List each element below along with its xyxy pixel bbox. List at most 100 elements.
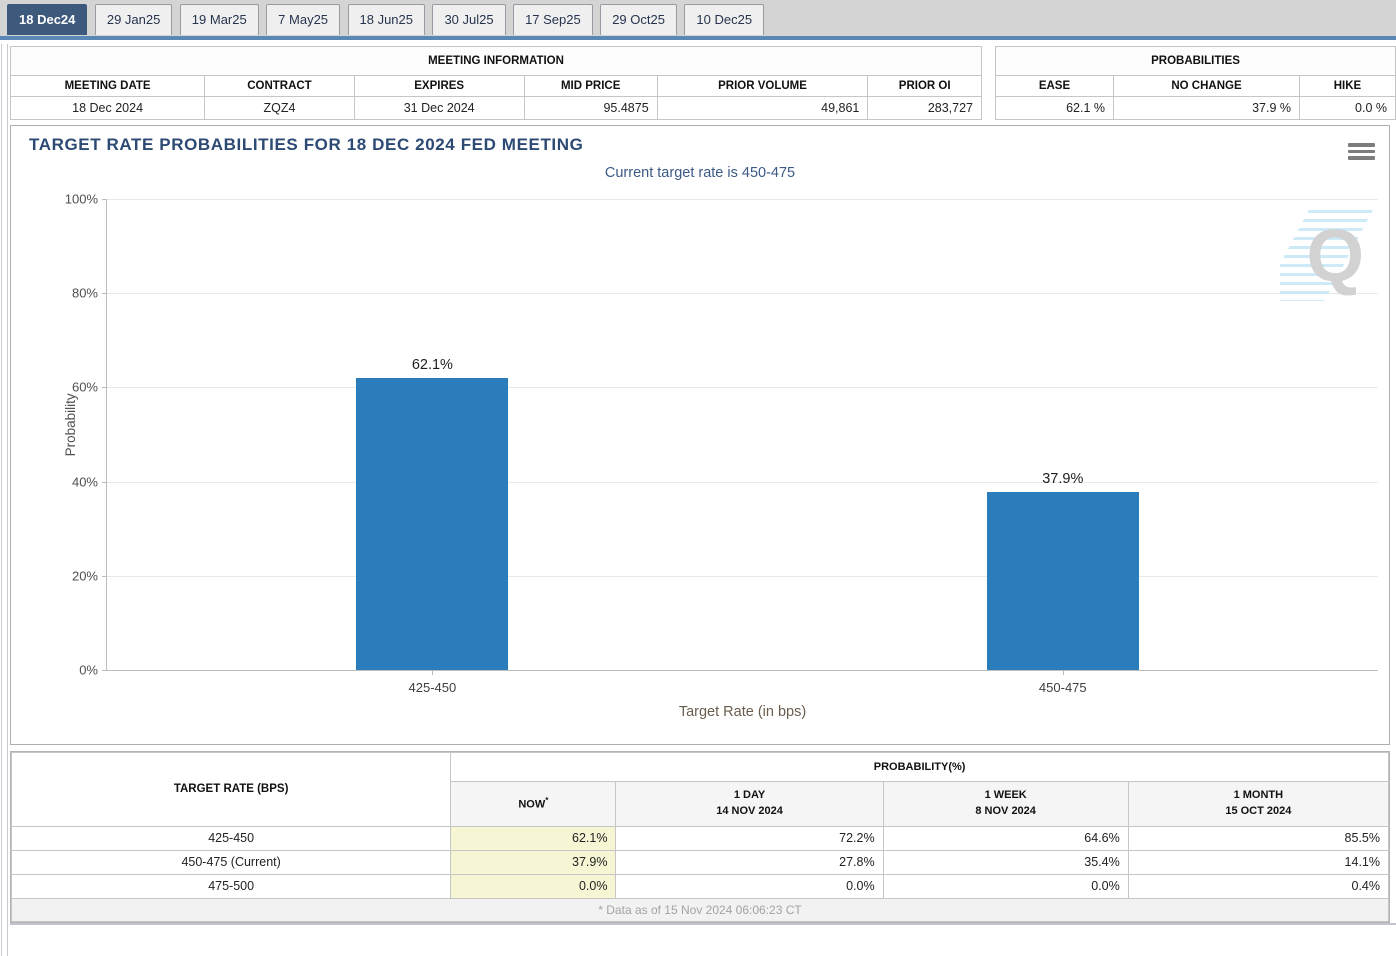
one-day-cell: 72.2% (615, 825, 884, 851)
gridline-60 (107, 387, 1378, 389)
bar-group-425-450: 62.1% (356, 199, 509, 670)
target-rate-bps-header: TARGET RATE (BPS) (10, 752, 452, 827)
now-cell: 0.0% (450, 873, 617, 899)
tab-29-oct25[interactable]: 29 Oct25 (600, 4, 677, 35)
tab-18-jun25[interactable]: 18 Jun25 (347, 4, 425, 35)
mid-price-value: 95.4875 (523, 96, 658, 120)
summary-tables-row: MEETING INFORMATION MEETING DATE CONTRAC… (9, 46, 1396, 120)
tab-19-mar25[interactable]: 19 Mar25 (179, 4, 259, 35)
now-cell: 37.9% (450, 849, 617, 875)
one-month-cell: 0.4% (1127, 873, 1390, 899)
col-mid-price: MID PRICE (523, 75, 658, 97)
ease-value: 62.1 % (995, 96, 1114, 120)
tab-7-may25[interactable]: 7 May25 (266, 4, 341, 35)
tab-10-dec25[interactable]: 10 Dec25 (684, 4, 765, 35)
probability-pct-header: PROBABILITY(%) (450, 752, 1389, 782)
meeting-information-header: MEETING INFORMATION (10, 46, 982, 76)
one-month-cell: 85.5% (1127, 825, 1390, 851)
col-1-month: 1 MONTH 15 OCT 2024 (1127, 781, 1390, 827)
ytick-40: 40% (71, 474, 98, 490)
gridline-80 (107, 293, 1378, 295)
xtickmark (432, 670, 434, 675)
target-rate-cell: 475-500 (10, 873, 452, 899)
one-day-cell: 0.0% (615, 873, 884, 899)
tab-underline (0, 36, 1396, 40)
table-row-450-475-current: 450-475 (Current) 37.9% 27.8% 35.4% 14.1… (10, 849, 1390, 875)
quikstrike-watermark: Q (1280, 205, 1376, 301)
y-axis-label: Probability (63, 392, 79, 456)
bar-group-450-475: 37.9% (986, 199, 1139, 670)
expires-value: 31 Dec 2024 (353, 96, 525, 120)
prior-oi-value: 283,727 (867, 96, 982, 120)
ytick-80: 80% (71, 285, 98, 301)
ytick-60: 60% (71, 379, 98, 395)
probabilities-header: PROBABILITIES (995, 46, 1396, 76)
bar-425-450[interactable] (356, 377, 509, 670)
ytickmark (102, 293, 107, 295)
target-rate-cell: 425-450 (10, 825, 452, 851)
one-day-cell: 27.8% (615, 849, 884, 875)
meeting-date-value: 18 Dec 2024 (9, 96, 206, 120)
gridline-40 (107, 481, 1378, 483)
meeting-information-row: 18 Dec 2024 ZQZ4 31 Dec 2024 95.4875 49,… (9, 96, 982, 120)
prior-volume-value: 49,861 (656, 96, 869, 120)
ytickmark (102, 670, 107, 671)
chart-title: TARGET RATE PROBABILITIES FOR 18 DEC 202… (29, 135, 584, 154)
bar-chart-plot-area: 100% 80% 60% 40% 20% 0% Probability 62.1… (63, 192, 1378, 720)
probabilities-row: 62.1 % 37.9 % 0.0 % (995, 96, 1396, 120)
col-1-day: 1 DAY 14 NOV 2024 (615, 781, 884, 827)
col-no-change: NO CHANGE (1113, 75, 1300, 97)
ytick-0: 0% (79, 662, 98, 678)
gridline-20 (107, 575, 1378, 577)
ytickmark (102, 575, 107, 577)
target-rate-cell: 450-475 (Current) (10, 849, 452, 875)
probability-history-table: TARGET RATE (BPS) PROBABILITY(%) NOW* 1 … (10, 752, 1390, 922)
bar-450-475[interactable] (986, 491, 1139, 670)
xcategory-450-475: 450-475 (1038, 680, 1087, 695)
tab-18-dec24[interactable]: 18 Dec24 (7, 4, 88, 35)
ytickmark (102, 387, 107, 389)
one-week-cell: 64.6% (882, 825, 1129, 851)
tab-30-jul25[interactable]: 30 Jul25 (432, 4, 506, 35)
col-1-week: 1 WEEK 8 NOV 2024 (882, 781, 1129, 827)
xcategory-425-450: 425-450 (408, 680, 457, 695)
chart-menu-icon[interactable] (1348, 143, 1375, 160)
probability-history-section: TARGET RATE (BPS) PROBABILITY(%) NOW* 1 … (10, 751, 1390, 923)
meeting-information-table: MEETING INFORMATION MEETING DATE CONTRAC… (9, 46, 982, 120)
ytickmark (102, 199, 107, 200)
one-week-cell: 0.0% (882, 873, 1129, 899)
tab-29-jan25[interactable]: 29 Jan25 (94, 4, 173, 35)
contract-value: ZQZ4 (204, 96, 355, 120)
col-meeting-date: MEETING DATE (9, 75, 206, 97)
col-hike: HIKE (1299, 75, 1396, 97)
watermark-q-letter: Q (1306, 214, 1364, 297)
bar-value-label: 62.1% (411, 356, 453, 373)
gridline-100 (107, 199, 1378, 200)
no-change-value: 37.9 % (1113, 96, 1300, 120)
target-rate-chart-panel: TARGET RATE PROBABILITIES FOR 18 DEC 202… (10, 125, 1390, 745)
tab-17-sep25[interactable]: 17 Sep25 (513, 4, 593, 35)
data-as-of-footnote: * Data as of 15 Nov 2024 06:06:23 CT (11, 897, 1389, 922)
col-prior-oi: PRIOR OI (867, 75, 982, 97)
hike-value: 0.0 % (1299, 96, 1396, 120)
col-prior-volume: PRIOR VOLUME (656, 75, 869, 97)
xtickmark (1062, 670, 1064, 675)
probabilities-summary-table: PROBABILITIES EASE NO CHANGE HIKE 62.1 %… (995, 46, 1396, 120)
col-contract: CONTRACT (204, 75, 355, 97)
page-left-border (1, 44, 2, 956)
one-week-cell: 35.4% (882, 849, 1129, 875)
one-month-cell: 14.1% (1127, 849, 1390, 875)
col-now: NOW* (450, 781, 617, 827)
col-expires: EXPIRES (353, 75, 525, 97)
table-row-475-500: 475-500 0.0% 0.0% 0.0% 0.4% (10, 873, 1390, 899)
now-cell: 62.1% (450, 825, 617, 851)
ytick-100: 100% (64, 191, 98, 207)
now-footnote-marker: * (545, 795, 549, 805)
chart-subtitle: Current target rate is 450-475 (604, 165, 796, 181)
bottom-divider (10, 922, 1396, 925)
ytickmark (102, 481, 107, 483)
bar-value-label: 37.9% (1042, 470, 1084, 487)
ytick-20: 20% (71, 568, 98, 584)
meeting-tab-bar: 18 Dec24 29 Jan25 19 Mar25 7 May25 18 Ju… (0, 0, 1396, 40)
